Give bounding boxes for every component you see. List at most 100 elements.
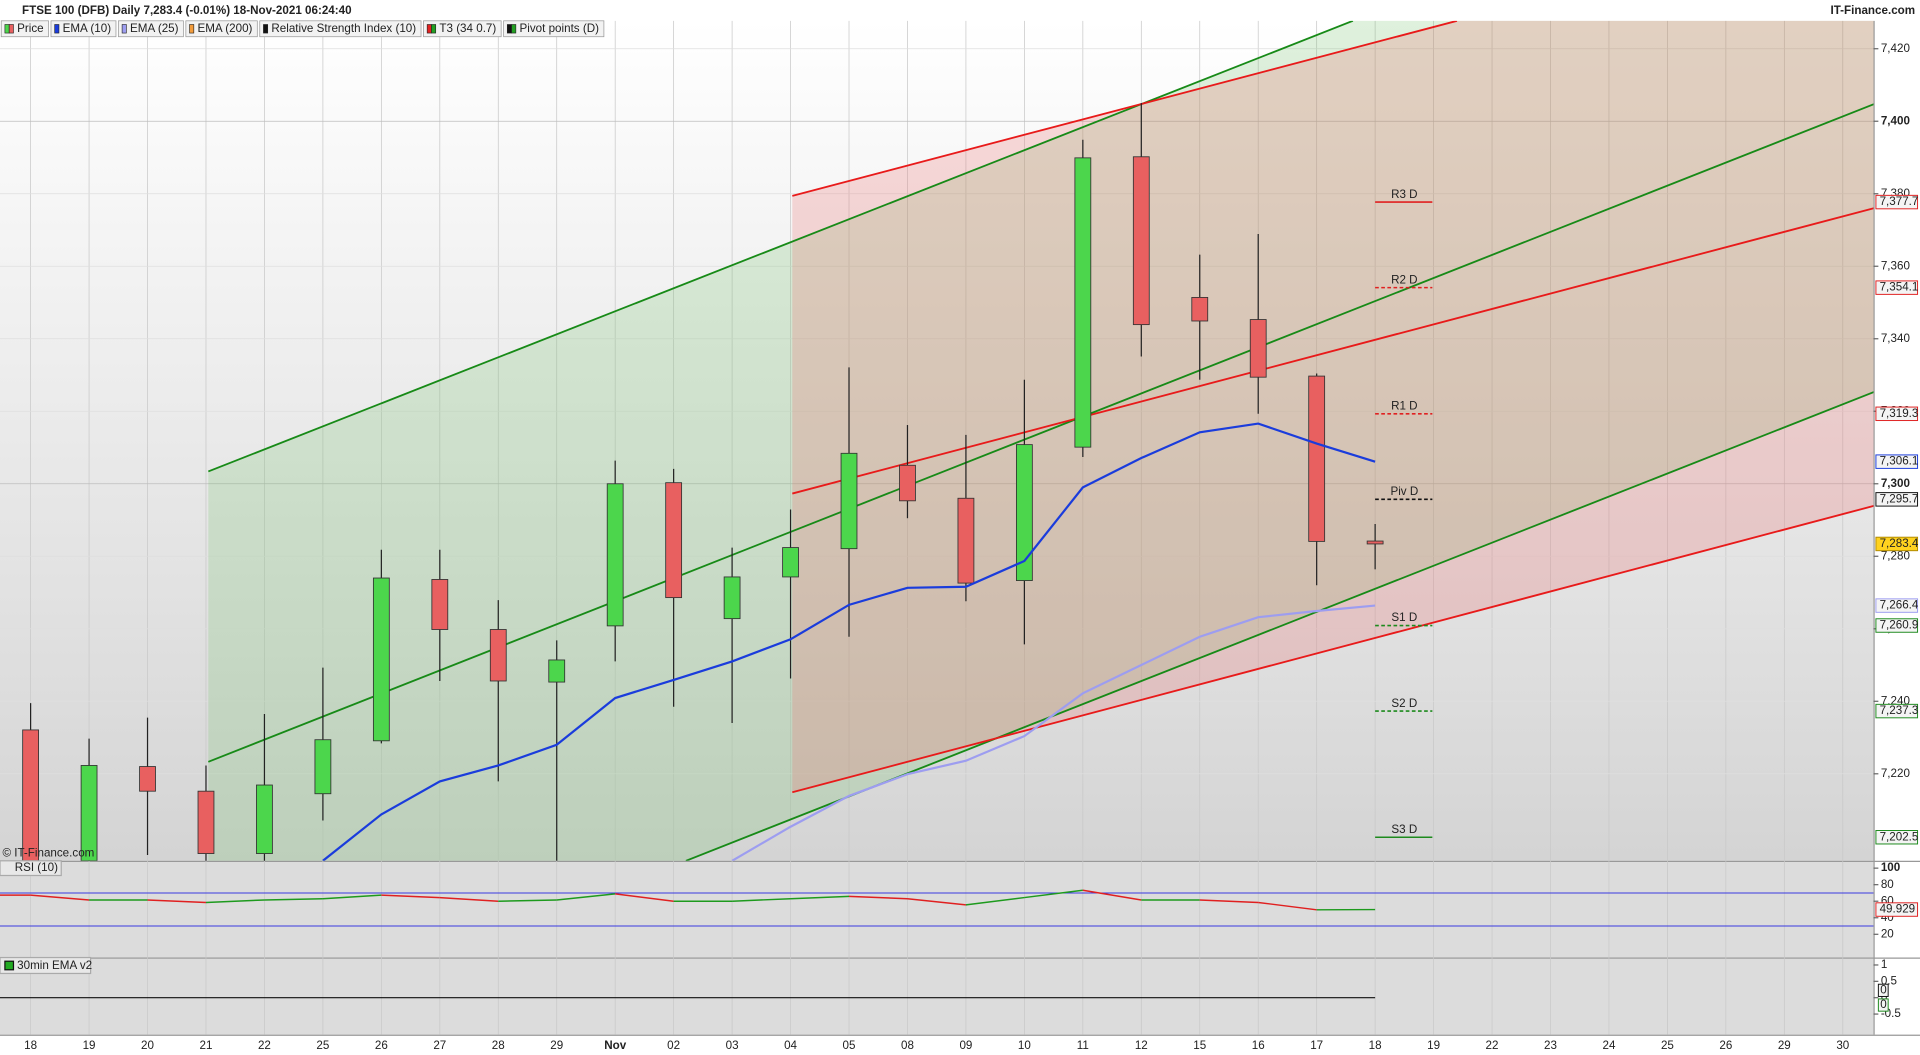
x-tick-label: 25 (316, 1039, 329, 1052)
x-tick-label: 10 (1018, 1039, 1031, 1052)
legend-item (503, 20, 605, 38)
trend-line (792, 207, 1874, 495)
price-tag-label: 7,202.5 (1880, 830, 1919, 843)
x-tick-label: 18 (1369, 1039, 1382, 1052)
x-tick-label: 17 (1310, 1039, 1323, 1052)
legend-item (259, 20, 422, 38)
price-tag (1875, 703, 1919, 719)
legend-swatch (4, 24, 10, 34)
rsi-segment (965, 896, 1025, 906)
rsi-segment (264, 898, 323, 901)
pivot-label: S2 D (1391, 697, 1417, 710)
x-tick-label: 22 (1486, 1039, 1499, 1052)
rsi-segment (439, 896, 499, 902)
price-tag-label: 7,237.3 (1880, 704, 1919, 717)
rsi-segment (732, 898, 791, 902)
price-tag (1875, 406, 1919, 422)
channel-fill (208, 20, 1874, 861)
legend-swatch (506, 24, 512, 34)
pivot-label: Piv D (1390, 485, 1418, 498)
x-tick-label: 08 (901, 1039, 914, 1052)
legend-swatch (8, 24, 14, 34)
candle-body (548, 659, 566, 683)
rsi-tag (1875, 902, 1919, 917)
y-tick-label: 7,340 (1881, 332, 1911, 345)
y-tick-label: 7,300 (1881, 477, 1910, 490)
trend-line (792, 505, 1874, 794)
candle-body (1308, 375, 1326, 542)
price-tag (1875, 454, 1919, 469)
x-tick-label: 12 (1135, 1039, 1148, 1052)
price-tag (1875, 618, 1919, 633)
x-tick-label: 11 (1077, 1039, 1089, 1052)
rsi-segment (322, 894, 382, 900)
x-tick-label: 29 (550, 1039, 563, 1052)
legend-label: EMA (25) (130, 22, 179, 35)
candle-body (840, 452, 858, 550)
rsi-segment (790, 895, 850, 900)
price-tag-label: 7,260.9 (1880, 619, 1919, 632)
legend-item (118, 20, 184, 38)
x-tick-label: 05 (843, 1039, 856, 1052)
rsi-tick-label: 100 (1881, 861, 1900, 874)
legend-swatch (511, 24, 517, 34)
rsi-segment (1024, 889, 1083, 899)
x-tick-label: 19 (83, 1039, 96, 1052)
legend-item (50, 20, 117, 38)
rsi-title: RSI (10) (15, 861, 58, 874)
candle-body (197, 790, 215, 854)
rsi-panel (0, 862, 1874, 958)
x-tick-label: 29 (1778, 1039, 1791, 1052)
rsi-segment (907, 898, 967, 906)
price-tag-label: 7,266.4 (1880, 599, 1919, 612)
x-tick-label: 15 (1193, 1039, 1206, 1052)
rsi-segment (556, 893, 616, 901)
legend: Price EMA (10) EMA (25) EMA (200) Relative S… (0, 20, 605, 38)
grid (0, 20, 1874, 1035)
rsi-tick-label: 80 (1881, 878, 1894, 891)
x-tick-label: 03 (726, 1039, 739, 1052)
legend-swatch (4, 960, 15, 971)
channel-fill (792, 20, 1874, 793)
legend-swatch (263, 24, 269, 34)
price-tag (1875, 280, 1919, 295)
x-tick-label: 04 (784, 1039, 797, 1052)
x-tick-label: 02 (667, 1039, 680, 1052)
x-tick-label: 23 (1544, 1039, 1557, 1052)
x-tick-label: 24 (1602, 1039, 1615, 1052)
x-tick-label: 26 (375, 1039, 388, 1052)
y-tick-label: 7,420 (1881, 42, 1911, 55)
legend-label: T3 (34 0.7) (439, 22, 496, 35)
price-tag (1875, 598, 1919, 613)
rsi-segment (205, 899, 265, 904)
ema-line (731, 604, 1376, 861)
legend-label: Price (17, 22, 44, 35)
channel-fills (208, 20, 1874, 861)
candle-body (1366, 540, 1384, 545)
pivot-label: S1 D (1391, 611, 1417, 624)
rsi-segment (381, 894, 440, 899)
trend-line (207, 103, 1874, 763)
rsi-segment (848, 895, 908, 900)
price-tag (1875, 194, 1919, 210)
x-tick-label: Nov (604, 1039, 626, 1052)
candle-body (372, 577, 390, 742)
candle-body (489, 629, 507, 682)
price-tag-label: 7,319.3 (1880, 407, 1919, 420)
rsi-segment (30, 894, 90, 901)
x-tick-label: 25 (1661, 1039, 1674, 1052)
legend-item (423, 20, 502, 38)
legend-swatch (431, 24, 437, 34)
candle-body (22, 729, 39, 861)
candle-body (1249, 319, 1267, 378)
pivot-label: R3 D (1391, 188, 1418, 201)
legend-swatch (54, 24, 60, 34)
pivot-label: R2 D (1391, 273, 1418, 286)
rsi (0, 889, 1874, 999)
legend-swatch (121, 24, 127, 34)
price-tag-label: 7,283.4 (1880, 537, 1919, 550)
ema30-tick-label: 0 (1881, 991, 1888, 1004)
ema-line (322, 422, 1376, 861)
